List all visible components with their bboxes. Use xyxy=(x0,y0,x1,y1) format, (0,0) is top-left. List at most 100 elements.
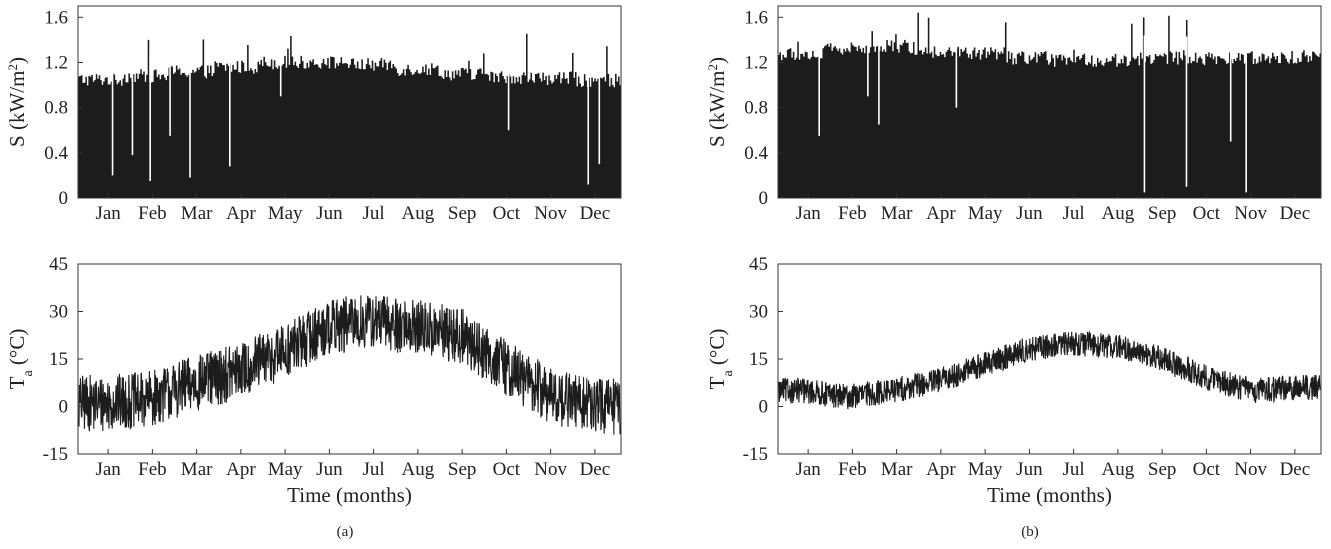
panel-a-ambient-temperature: -15 0 15 30 45 Jan Feb Mar Apr May Jun Jul Aug Sep Oct… xyxy=(5,254,622,507)
caption-a: (a) xyxy=(337,524,354,540)
y-tick-label: 30 xyxy=(49,302,68,323)
y-tick-label: -15 xyxy=(743,444,768,465)
x-tick-label: Sep xyxy=(448,203,477,224)
y-ticks: 0 0.4 0.8 1.2 1.6 xyxy=(744,7,783,209)
x-tick-label: Dec xyxy=(580,459,611,480)
y-tick-label: 0 xyxy=(759,188,769,209)
x-tick-label: Oct xyxy=(493,203,521,224)
x-tick-label: Mar xyxy=(881,203,913,224)
y-tick-label: 0 xyxy=(59,397,69,418)
x-tick-label: May xyxy=(268,459,303,480)
irradiance-daily-bars xyxy=(77,33,622,198)
irradiance-bars xyxy=(77,33,622,198)
x-tick-label: Feb xyxy=(138,459,167,480)
x-tick-label: Jan xyxy=(795,459,821,480)
x-tick-label: Mar xyxy=(181,203,213,224)
y-tick-label: 0 xyxy=(59,188,69,209)
irradiance-dips xyxy=(111,39,601,185)
x-tick-label: Nov xyxy=(1234,203,1267,224)
x-tick-label: Apr xyxy=(226,203,256,224)
y-tick-label: 15 xyxy=(49,349,68,370)
plot-frame xyxy=(77,5,622,199)
caption-b: (b) xyxy=(1021,524,1039,540)
plot-frame xyxy=(77,263,622,455)
x-tick-label: Sep xyxy=(1148,203,1177,224)
y-tick-label: 45 xyxy=(749,254,768,275)
x-tick-label: Aug xyxy=(1102,459,1135,480)
x-tick-label: Jan xyxy=(95,203,121,224)
x-tick-label: Nov xyxy=(534,459,567,480)
y-tick-label: -15 xyxy=(43,444,68,465)
irradiance-dips xyxy=(818,24,1247,193)
temperature-line xyxy=(78,295,621,435)
x-tick-label: Feb xyxy=(138,203,167,224)
x-tick-label: Jun xyxy=(316,459,343,480)
y-tick-label: 1.6 xyxy=(744,7,768,28)
x-tick-label: Jun xyxy=(1016,203,1043,224)
x-tick-label: Jul xyxy=(363,203,385,224)
x-tick-label: Mar xyxy=(881,459,913,480)
irradiance-daily-bars xyxy=(777,12,1322,198)
y-ticks: -15 0 15 30 45 xyxy=(43,254,83,465)
x-tick-label: Apr xyxy=(926,203,956,224)
x-tick-label: Apr xyxy=(926,459,956,480)
y-axis-label: Ta (°C) xyxy=(705,329,736,390)
y-tick-label: 0.4 xyxy=(744,143,768,164)
x-tick-label: Apr xyxy=(226,459,256,480)
y-tick-label: 45 xyxy=(49,254,68,275)
x-tick-label: Mar xyxy=(181,459,213,480)
plot-frame xyxy=(777,263,1322,455)
irradiance-bars xyxy=(777,12,1322,198)
x-tick-label: Oct xyxy=(1193,203,1221,224)
y-tick-label: 0 xyxy=(759,397,769,418)
panel-b-ambient-temperature: -15 0 15 30 45 Jan Feb Mar Apr May Jun Jul Aug Sep Oct… xyxy=(705,254,1322,507)
y-ticks: 0 0.4 0.8 1.2 1.6 xyxy=(44,7,83,209)
y-tick-label: 0.8 xyxy=(744,98,768,119)
x-tick-label: Oct xyxy=(493,459,521,480)
y-axis-label: S (kW/m2) xyxy=(705,57,730,147)
x-tick-label: Feb xyxy=(838,203,867,224)
x-tick-label: Sep xyxy=(448,459,477,480)
x-axis-label: Time (months) xyxy=(287,483,412,507)
x-ticks: Jan Feb Mar Apr May Jun Jul Aug Sep Oct Nov Dec xyxy=(795,449,1310,480)
panel-a-solar-irradiance: 0 0.4 0.8 1.2 1.6 Jan Feb Mar Apr May Jun Jul Aug Sep… xyxy=(5,5,622,224)
x-tick-label: May xyxy=(268,203,303,224)
x-ticks: Jan Feb Mar Apr May Jun Jul Aug Sep Oct Nov Dec xyxy=(95,193,610,224)
y-tick-label: 1.2 xyxy=(44,52,68,73)
y-tick-label: 0.4 xyxy=(44,143,68,164)
x-tick-label: Nov xyxy=(1234,459,1267,480)
y-tick-label: 30 xyxy=(749,302,768,323)
y-axis-label: S (kW/m2) xyxy=(5,57,30,147)
x-tick-label: Aug xyxy=(402,459,435,480)
y-tick-label: 15 xyxy=(749,349,768,370)
x-tick-label: May xyxy=(968,459,1003,480)
x-tick-label: Oct xyxy=(1193,459,1221,480)
x-ticks: Jan Feb Mar Apr May Jun Jul Aug Sep Oct Nov Dec xyxy=(95,449,610,480)
x-tick-label: Feb xyxy=(838,459,867,480)
x-tick-label: Jul xyxy=(1063,459,1085,480)
x-tick-label: Dec xyxy=(1280,459,1311,480)
x-tick-label: Dec xyxy=(1280,203,1311,224)
x-tick-label: Jun xyxy=(1016,459,1043,480)
x-tick-label: Jul xyxy=(1063,203,1085,224)
x-tick-label: Nov xyxy=(534,203,567,224)
y-tick-label: 1.2 xyxy=(744,52,768,73)
x-tick-label: Aug xyxy=(1102,203,1135,224)
x-tick-label: Dec xyxy=(580,203,611,224)
panel-b-solar-irradiance: 0 0.4 0.8 1.2 1.6 Jan Feb Mar Apr May Jun Jul Aug Sep… xyxy=(705,5,1322,224)
x-tick-label: Aug xyxy=(402,203,435,224)
x-tick-label: Jan xyxy=(795,203,821,224)
x-ticks: Jan Feb Mar Apr May Jun Jul Aug Sep Oct Nov Dec xyxy=(795,193,1310,224)
y-tick-label: 1.6 xyxy=(44,7,68,28)
x-tick-label: Jun xyxy=(316,203,343,224)
y-axis-label: Ta (°C) xyxy=(5,329,36,390)
y-tick-label: 0.8 xyxy=(44,98,68,119)
x-axis-label: Time (months) xyxy=(987,483,1112,507)
x-tick-label: May xyxy=(968,203,1003,224)
temperature-line xyxy=(778,330,1321,410)
plot-frame xyxy=(777,5,1322,199)
y-ticks: -15 0 15 30 45 xyxy=(743,254,783,465)
x-tick-label: Jan xyxy=(95,459,121,480)
x-tick-label: Sep xyxy=(1148,459,1177,480)
